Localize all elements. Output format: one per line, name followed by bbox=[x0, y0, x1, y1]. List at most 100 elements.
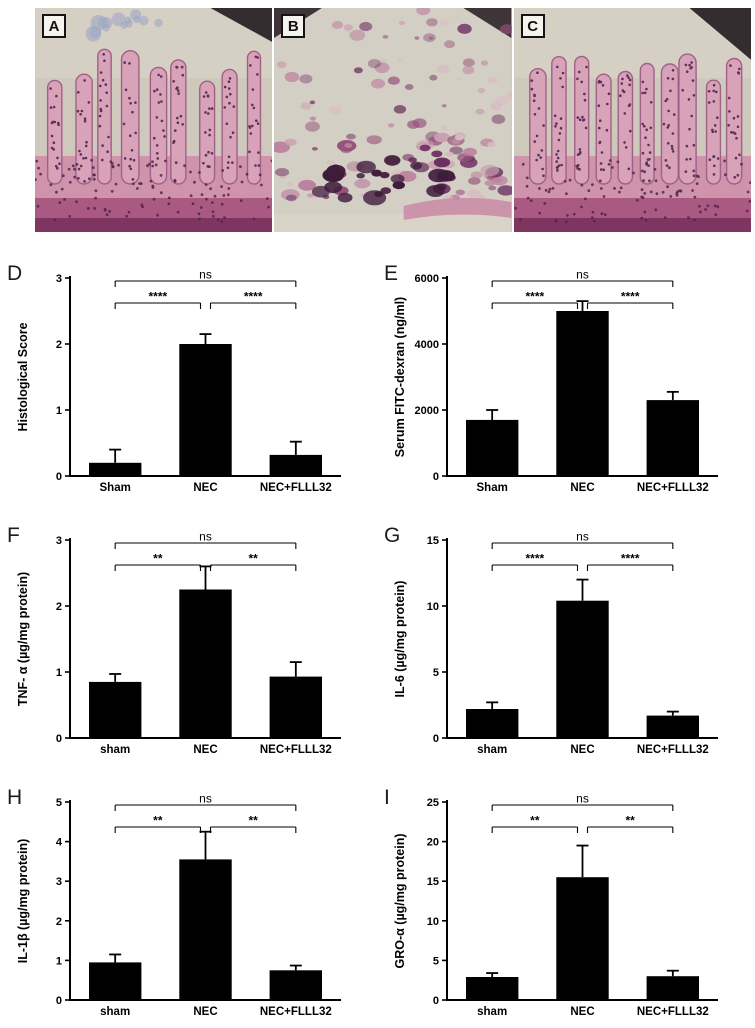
svg-text:ns: ns bbox=[199, 530, 212, 544]
svg-text:sham: sham bbox=[100, 744, 130, 756]
histology-image-a bbox=[35, 8, 273, 232]
svg-text:NEC+FLLL32: NEC+FLLL32 bbox=[260, 1006, 332, 1018]
svg-text:20: 20 bbox=[427, 837, 439, 849]
svg-text:15: 15 bbox=[427, 535, 439, 547]
svg-text:0: 0 bbox=[433, 733, 439, 745]
svg-text:10: 10 bbox=[427, 916, 439, 928]
svg-text:ns: ns bbox=[199, 268, 212, 282]
svg-text:NEC: NEC bbox=[193, 1006, 217, 1018]
svg-text:0: 0 bbox=[56, 733, 62, 745]
svg-text:ns: ns bbox=[576, 530, 589, 544]
svg-text:5: 5 bbox=[433, 955, 439, 967]
svg-text:Histological Score: Histological Score bbox=[16, 322, 30, 431]
svg-text:2: 2 bbox=[56, 916, 62, 928]
svg-text:TNF- α (µg/mg protein): TNF- α (µg/mg protein) bbox=[16, 572, 30, 706]
bar-chart-il1beta: 0 1 2 3 4 5 sham NEC NEC+FLLL32 ** ** ns IL-1β (µg/m… bbox=[16, 792, 341, 1018]
svg-text:1: 1 bbox=[56, 405, 62, 417]
chart-panel-h: H 0 1 2 3 4 5 sham NEC NEC+FLLL32 ** ** ns IL-1β (µg… bbox=[0, 766, 377, 1028]
histology-image-b bbox=[274, 8, 512, 232]
svg-text:ns: ns bbox=[199, 792, 212, 806]
svg-text:**: ** bbox=[248, 814, 258, 828]
svg-text:ns: ns bbox=[576, 792, 589, 806]
svg-text:4000: 4000 bbox=[415, 339, 439, 351]
chart-panel-i: I 0 5 10 15 20 25 sham NEC NEC+FLLL32 ** ** ns GRO-α… bbox=[377, 766, 755, 1028]
svg-text:**: ** bbox=[248, 552, 258, 566]
svg-text:NEC: NEC bbox=[570, 482, 594, 494]
charts-grid: D 0 1 2 3 Sham NEC NEC+FLLL32 **** **** ns Histolo… bbox=[0, 242, 755, 1028]
svg-text:IL-6 (µg/mg protein): IL-6 (µg/mg protein) bbox=[393, 581, 407, 698]
panel-label-i: I bbox=[384, 786, 390, 809]
svg-text:sham: sham bbox=[477, 1006, 507, 1018]
panel-label-a: A bbox=[42, 14, 66, 38]
histology-row: A B C bbox=[35, 8, 751, 232]
svg-text:**: ** bbox=[153, 552, 163, 566]
bar-chart-serum-fitc-dextran: 0 2000 4000 6000 Sham NEC NEC+FLLL32 **** **** ns… bbox=[393, 268, 718, 494]
svg-text:****: **** bbox=[525, 290, 544, 304]
svg-text:25: 25 bbox=[427, 797, 439, 809]
svg-text:****: **** bbox=[148, 290, 167, 304]
svg-text:**: ** bbox=[153, 814, 163, 828]
svg-text:6000: 6000 bbox=[415, 273, 439, 285]
svg-text:NEC: NEC bbox=[570, 744, 594, 756]
svg-text:3: 3 bbox=[56, 535, 62, 547]
svg-text:1: 1 bbox=[56, 955, 62, 967]
svg-text:NEC+FLLL32: NEC+FLLL32 bbox=[637, 1006, 709, 1018]
svg-text:NEC+FLLL32: NEC+FLLL32 bbox=[637, 744, 709, 756]
svg-text:Sham: Sham bbox=[100, 482, 131, 494]
chart-panel-e: E 0 2000 4000 6000 Sham NEC NEC+FLLL32 **** ****… bbox=[377, 242, 755, 504]
svg-text:IL-1β (µg/mg protein): IL-1β (µg/mg protein) bbox=[16, 839, 30, 964]
svg-text:****: **** bbox=[525, 552, 544, 566]
svg-text:3: 3 bbox=[56, 273, 62, 285]
svg-text:sham: sham bbox=[100, 1006, 130, 1018]
svg-text:****: **** bbox=[244, 290, 263, 304]
svg-text:NEC+FLLL32: NEC+FLLL32 bbox=[260, 482, 332, 494]
chart-panel-f: F 0 1 2 3 sham NEC NEC+FLLL32 ** ** ns TNF- α (µg/… bbox=[0, 504, 377, 766]
chart-panel-d: D 0 1 2 3 Sham NEC NEC+FLLL32 **** **** ns Histolo… bbox=[0, 242, 377, 504]
chart-panel-g: G 0 5 10 15 sham NEC NEC+FLLL32 **** **** ns IL-6 … bbox=[377, 504, 755, 766]
histology-panel-b: B bbox=[274, 8, 512, 232]
svg-text:****: **** bbox=[621, 552, 640, 566]
panel-label-f: F bbox=[7, 524, 20, 547]
svg-text:2000: 2000 bbox=[415, 405, 439, 417]
panel-label-h: H bbox=[7, 786, 23, 809]
svg-text:ns: ns bbox=[576, 268, 589, 282]
svg-text:0: 0 bbox=[56, 471, 62, 483]
svg-text:NEC: NEC bbox=[570, 1006, 594, 1018]
svg-text:NEC+FLLL32: NEC+FLLL32 bbox=[637, 482, 709, 494]
svg-text:****: **** bbox=[621, 290, 640, 304]
svg-text:NEC: NEC bbox=[193, 744, 217, 756]
svg-text:2: 2 bbox=[56, 601, 62, 613]
panel-label-e: E bbox=[384, 262, 399, 285]
svg-text:15: 15 bbox=[427, 876, 439, 888]
panel-label-g: G bbox=[384, 524, 401, 547]
bar-chart-histological-score: 0 1 2 3 Sham NEC NEC+FLLL32 **** **** ns Histologi… bbox=[16, 268, 341, 494]
svg-text:5: 5 bbox=[433, 667, 439, 679]
histology-image-c bbox=[513, 8, 751, 232]
panel-label-c: C bbox=[520, 14, 545, 38]
svg-text:**: ** bbox=[625, 814, 635, 828]
svg-text:2: 2 bbox=[56, 339, 62, 351]
svg-text:0: 0 bbox=[433, 995, 439, 1007]
svg-text:10: 10 bbox=[427, 601, 439, 613]
svg-text:0: 0 bbox=[433, 471, 439, 483]
histology-panel-c: C bbox=[513, 8, 751, 232]
svg-text:5: 5 bbox=[56, 797, 62, 809]
svg-text:NEC+FLLL32: NEC+FLLL32 bbox=[260, 744, 332, 756]
panel-label-b: B bbox=[281, 14, 306, 38]
svg-text:**: ** bbox=[530, 814, 540, 828]
svg-text:3: 3 bbox=[56, 876, 62, 888]
svg-text:1: 1 bbox=[56, 667, 62, 679]
bar-chart-tnf-alpha: 0 1 2 3 sham NEC NEC+FLLL32 ** ** ns TNF- α (µg/mg… bbox=[16, 530, 341, 756]
bar-chart-il6: 0 5 10 15 sham NEC NEC+FLLL32 **** **** ns IL-6 (µ… bbox=[393, 530, 718, 756]
svg-text:NEC: NEC bbox=[193, 482, 217, 494]
svg-text:sham: sham bbox=[477, 744, 507, 756]
histology-panel-a: A bbox=[35, 8, 273, 232]
svg-text:Sham: Sham bbox=[477, 482, 508, 494]
bar-chart-gro-alpha: 0 5 10 15 20 25 sham NEC NEC+FLLL32 ** ** ns GRO-α (… bbox=[393, 792, 718, 1018]
svg-text:0: 0 bbox=[56, 995, 62, 1007]
panel-label-d: D bbox=[7, 262, 23, 285]
svg-text:Serum FITC-dexran (ng/ml): Serum FITC-dexran (ng/ml) bbox=[393, 297, 407, 457]
svg-text:GRO-α (µg/mg protein): GRO-α (µg/mg protein) bbox=[393, 833, 407, 968]
svg-text:4: 4 bbox=[56, 837, 63, 849]
